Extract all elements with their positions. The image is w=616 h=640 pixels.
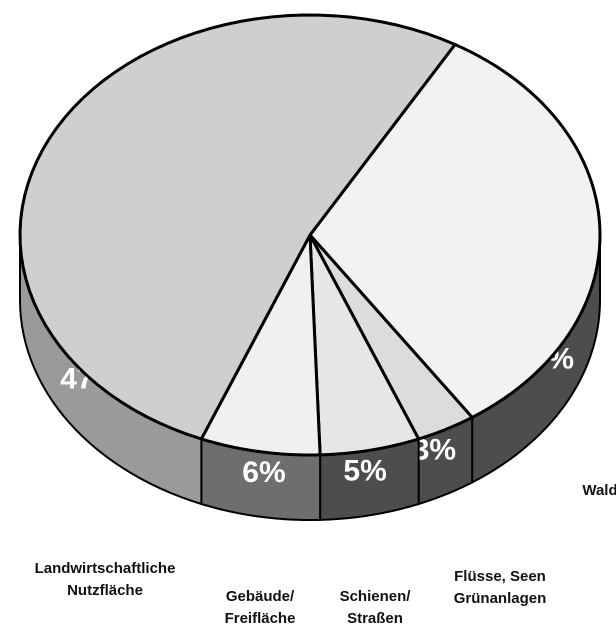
category-label: Flüsse, Seen Grünanlagen [440, 566, 560, 610]
category-label: Schienen/ Straßen [330, 586, 420, 630]
category-label: Landwirtschaftliche Nutzfläche [10, 558, 200, 602]
value-label: 6% [242, 456, 285, 489]
chart: 29%3%5%6%47% [0, 0, 616, 640]
value-label: 5% [343, 455, 386, 488]
page: 29%3%5%6%47% WaldFlüsse, Seen Grünanlage… [0, 0, 616, 640]
category-label: Gebäude/ Freifläche [215, 586, 305, 630]
category-label: Wald [570, 480, 616, 502]
